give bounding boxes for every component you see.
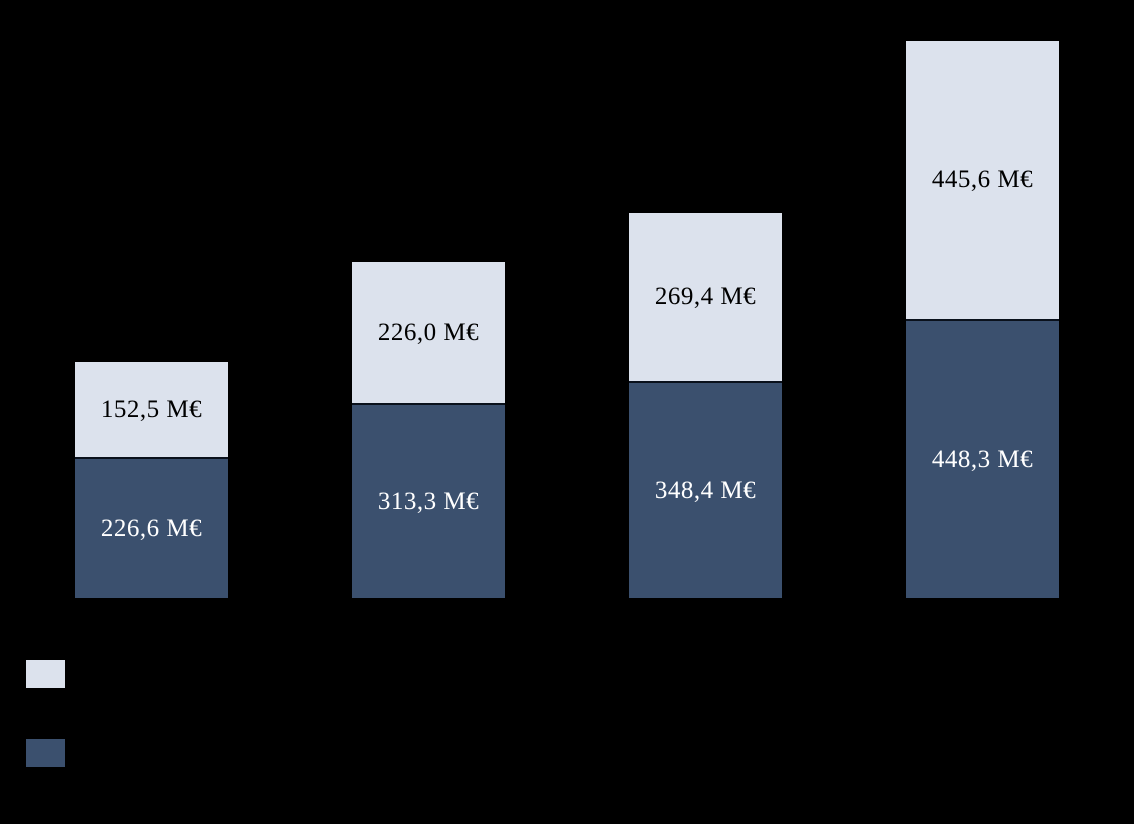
bar-group-4: 445,6 M€ 448,3 M€ [906, 41, 1059, 598]
bar-2-value-label-bottom: 313,3 M€ [377, 487, 480, 515]
bar-3-value-label-bottom: 348,4 M€ [654, 476, 757, 504]
bar-4-value-label-top: 445,6 M€ [931, 166, 1034, 194]
bar-2-segment-bottom: 313,3 M€ [352, 402, 505, 598]
bar-group-1: 152,5 M€ 226,6 M€ [75, 361, 228, 598]
bar-group-2: 226,0 M€ 313,3 M€ [352, 262, 505, 598]
bar-2-value-label-top: 226,0 M€ [377, 318, 480, 346]
bar-4-segment-top: 445,6 M€ [906, 41, 1059, 319]
bar-2-segment-top: 226,0 M€ [352, 262, 505, 403]
bar-3-segment-bottom: 348,4 M€ [629, 380, 782, 598]
bar-group-3: 269,4 M€ 348,4 M€ [629, 213, 782, 598]
bar-1-value-label-top: 152,5 M€ [100, 395, 203, 423]
bar-4-value-label-bottom: 448,3 M€ [931, 445, 1034, 473]
bar-1-segment-bottom: 226,6 M€ [75, 456, 228, 598]
bar-1-value-label-bottom: 226,6 M€ [100, 514, 203, 542]
bar-4-segment-bottom: 448,3 M€ [906, 318, 1059, 598]
bar-3-segment-top: 269,4 M€ [629, 213, 782, 381]
bar-1-segment-top: 152,5 M€ [75, 361, 228, 457]
bar-3-value-label-top: 269,4 M€ [654, 283, 757, 311]
